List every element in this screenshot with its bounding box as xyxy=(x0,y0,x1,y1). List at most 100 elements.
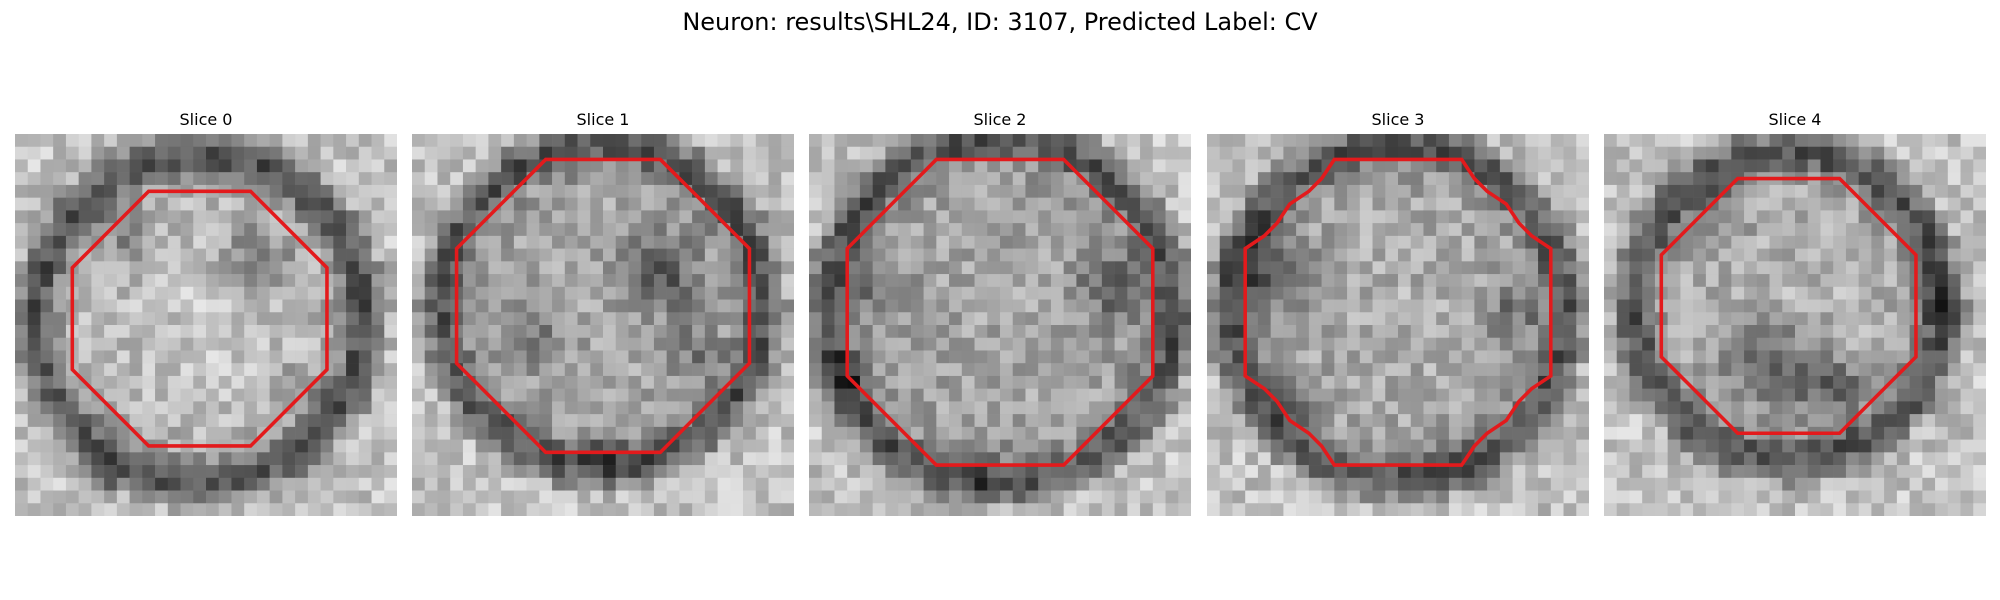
pixel xyxy=(1629,503,1643,516)
pixel xyxy=(1025,261,1039,275)
pixel xyxy=(577,134,591,147)
pixel xyxy=(462,426,476,440)
pixel xyxy=(129,172,143,186)
pixel xyxy=(282,503,296,516)
pixel xyxy=(437,134,451,147)
pixel xyxy=(1525,325,1539,338)
pixel xyxy=(1642,235,1656,249)
pixel xyxy=(679,159,693,173)
pixel xyxy=(1845,363,1859,377)
pixel xyxy=(1871,426,1885,440)
pixel xyxy=(1025,363,1039,377)
pixel xyxy=(1705,184,1719,198)
pixel xyxy=(412,197,425,211)
pixel xyxy=(412,465,425,479)
pixel xyxy=(91,261,105,275)
pixel xyxy=(1705,159,1719,173)
pixel xyxy=(1063,477,1077,491)
pixel xyxy=(1576,490,1589,504)
pixel xyxy=(949,452,963,466)
pixel xyxy=(1347,465,1361,479)
pixel xyxy=(552,299,566,313)
pixel xyxy=(116,363,130,377)
pixel xyxy=(1833,299,1847,313)
pixel xyxy=(1525,439,1539,453)
pixel xyxy=(1642,134,1656,147)
pixel xyxy=(206,401,219,415)
pixel xyxy=(987,235,1001,249)
pixel xyxy=(1152,299,1166,313)
slice-image-1 xyxy=(412,134,794,516)
pixel xyxy=(847,312,861,326)
pixel xyxy=(1165,490,1179,504)
pixel xyxy=(295,465,309,479)
pixel xyxy=(1973,184,1986,198)
pixel xyxy=(653,197,667,211)
pixel xyxy=(1359,248,1373,262)
pixel xyxy=(1744,414,1758,428)
pixel xyxy=(1101,325,1115,338)
pixel xyxy=(859,439,873,453)
pixel xyxy=(320,452,334,466)
pixel xyxy=(755,350,769,364)
pixel xyxy=(974,184,988,198)
pixel xyxy=(15,452,28,466)
pixel xyxy=(1795,388,1808,402)
pixel xyxy=(1871,248,1885,262)
pixel xyxy=(78,426,92,440)
pixel xyxy=(1296,210,1310,224)
pixel xyxy=(1807,350,1821,364)
pixel xyxy=(15,414,28,428)
pixel xyxy=(307,134,321,147)
pixel xyxy=(1257,477,1271,491)
pixel xyxy=(539,503,553,516)
pixel xyxy=(27,490,41,504)
pixel xyxy=(628,325,642,338)
pixel xyxy=(885,299,899,313)
pixel xyxy=(116,401,130,415)
pixel xyxy=(320,477,334,491)
pixel xyxy=(1257,350,1271,364)
pixel xyxy=(1219,299,1233,313)
pixel xyxy=(1101,274,1115,288)
pixel xyxy=(949,134,963,147)
pixel xyxy=(717,184,731,198)
pixel xyxy=(346,401,360,415)
pixel xyxy=(358,248,372,262)
pixel xyxy=(1782,274,1796,288)
pixel xyxy=(1012,197,1026,211)
pixel xyxy=(1960,363,1974,377)
pixel xyxy=(1576,172,1589,186)
pixel xyxy=(371,439,385,453)
pixel xyxy=(1152,439,1166,453)
pixel xyxy=(371,210,385,224)
pixel xyxy=(885,490,899,504)
pixel xyxy=(1359,388,1373,402)
pixel xyxy=(218,235,232,249)
pixel xyxy=(1296,465,1310,479)
pixel xyxy=(1359,223,1373,237)
pixel xyxy=(1512,414,1526,428)
pixel xyxy=(1140,426,1154,440)
pixel xyxy=(987,286,1001,300)
pixel xyxy=(91,439,105,453)
pixel xyxy=(1642,388,1656,402)
pixel xyxy=(1744,312,1758,326)
pixel xyxy=(1922,503,1936,516)
pixel xyxy=(450,426,464,440)
pixel xyxy=(437,503,451,516)
pixel xyxy=(91,414,105,428)
pixel xyxy=(424,210,438,224)
pixel xyxy=(1769,210,1783,224)
pixel xyxy=(1960,159,1974,173)
pixel xyxy=(1499,299,1513,313)
pixel xyxy=(834,159,848,173)
pixel xyxy=(384,299,397,313)
pixel xyxy=(590,184,604,198)
pixel xyxy=(1152,159,1166,173)
pixel xyxy=(65,184,79,198)
pixel xyxy=(1769,184,1783,198)
pixel xyxy=(320,248,334,262)
pixel xyxy=(961,286,975,300)
pixel xyxy=(91,350,105,364)
